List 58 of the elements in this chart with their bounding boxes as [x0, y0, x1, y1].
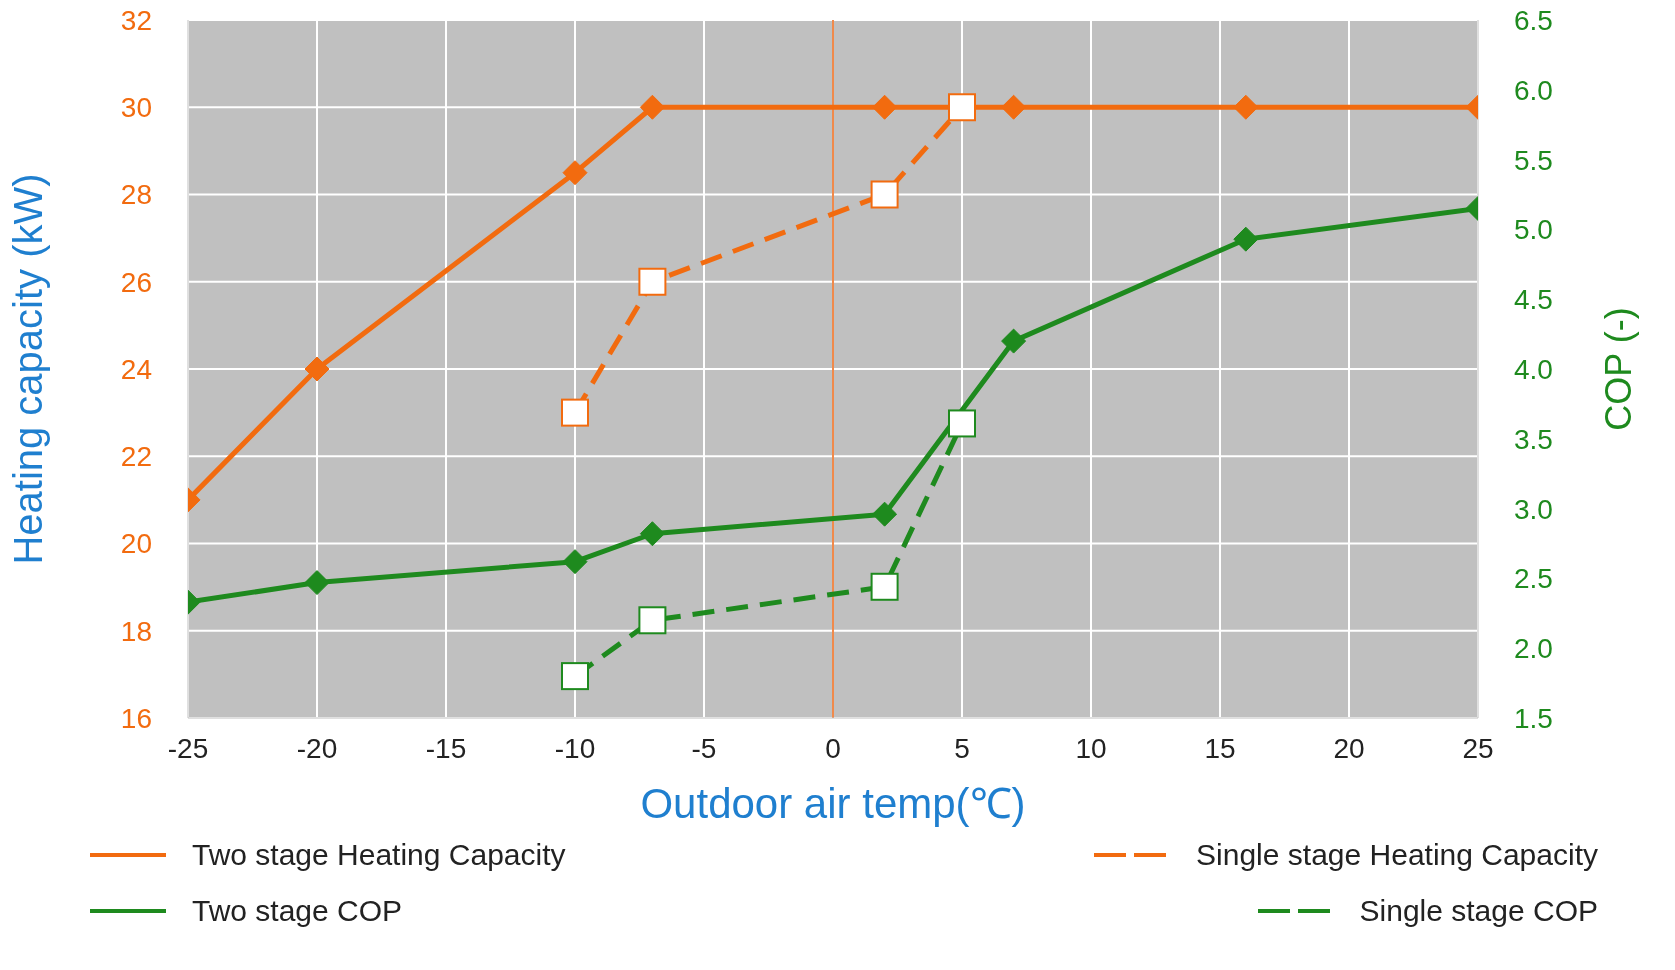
point — [870, 572, 899, 601]
y2-tick-label: 3.5 — [1514, 423, 1553, 455]
x-tick-label: -20 — [296, 732, 338, 764]
y-axis-title: Heating capacity (kW) — [6, 173, 51, 565]
x-axis-title: Outdoor air temp(℃) — [640, 780, 1026, 827]
point — [561, 398, 589, 427]
point — [1233, 94, 1259, 120]
point — [639, 521, 665, 547]
x-tick-label: 20 — [1333, 732, 1365, 764]
point — [870, 180, 899, 209]
y2-axis-title: COP (-) — [1597, 307, 1639, 431]
point — [562, 160, 588, 186]
y2-tick-label: 3.0 — [1514, 493, 1553, 525]
point — [1001, 328, 1027, 354]
x-tick-label: 25 — [1462, 732, 1494, 764]
y2-tick-label: 4.0 — [1514, 353, 1553, 385]
y-tick-label: 16 — [120, 702, 152, 734]
legend-label: Single stage COP — [1359, 894, 1598, 928]
y2-tick-label: 6.0 — [1514, 74, 1553, 106]
x-tick-label: -15 — [425, 732, 467, 764]
legend-label: Single stage Heating Capacity — [1196, 838, 1598, 872]
y2-tick-label: 2.0 — [1514, 633, 1553, 665]
x-tick-label: -25 — [167, 732, 209, 764]
y-tick-label: 28 — [120, 179, 152, 211]
y-tick-label: 26 — [120, 266, 152, 298]
point — [872, 501, 898, 527]
y2-tick-label: 1.5 — [1514, 702, 1553, 734]
x-tick-label: 0 — [825, 732, 841, 764]
point — [304, 570, 330, 596]
y-tick-label: 20 — [120, 528, 152, 560]
point — [562, 549, 588, 575]
point — [638, 267, 667, 296]
point — [948, 409, 976, 438]
y2-tick-label: 4.5 — [1514, 284, 1553, 316]
point — [872, 94, 898, 120]
y2-tick-label: 6.5 — [1514, 4, 1553, 36]
x-tick-label: -5 — [691, 732, 717, 764]
x-tick-label: 15 — [1204, 732, 1236, 764]
point — [948, 93, 976, 122]
point — [1001, 94, 1027, 120]
y2-tick-label: 5.5 — [1514, 144, 1553, 176]
legend-label: Two stage COP — [192, 894, 403, 928]
x-tick-label: -10 — [554, 732, 596, 764]
point — [639, 94, 665, 120]
x-tick-label: 5 — [954, 732, 970, 764]
y-tick-label: 22 — [120, 441, 152, 473]
y-tick-label: 18 — [120, 615, 152, 647]
legend-label: Two stage Heating Capacity — [192, 838, 566, 872]
point — [561, 662, 589, 691]
y-tick-label: 30 — [120, 92, 152, 124]
point — [304, 356, 330, 382]
y2-tick-label: 5.0 — [1514, 214, 1553, 246]
y-tick-label: 32 — [120, 4, 152, 36]
point — [1233, 226, 1259, 252]
x-tick-label: 10 — [1075, 732, 1107, 764]
y2-tick-label: 2.5 — [1514, 563, 1553, 595]
y-tick-label: 24 — [120, 353, 152, 385]
point — [638, 606, 667, 635]
